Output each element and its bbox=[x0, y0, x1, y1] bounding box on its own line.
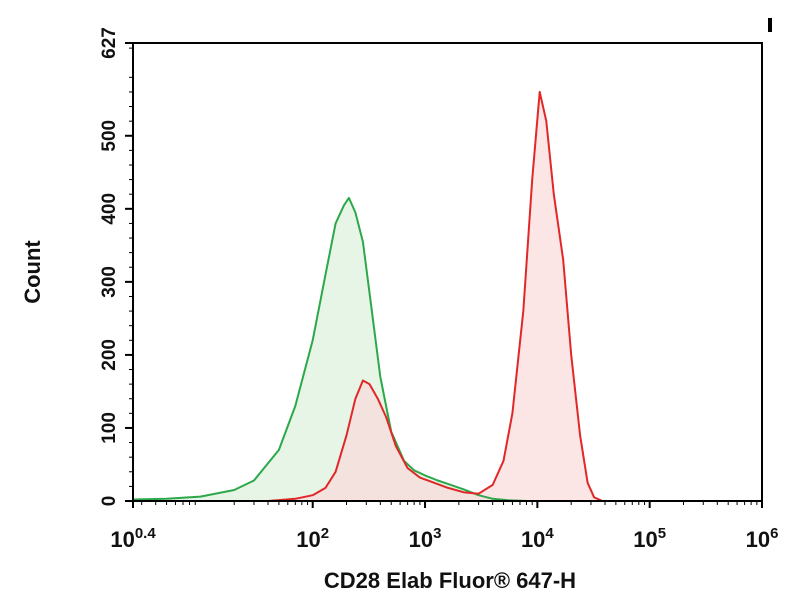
x-tick-label-0: 100.4 bbox=[110, 525, 156, 552]
y-tick-label-6: 627 bbox=[99, 27, 120, 59]
plot-frame bbox=[132, 42, 763, 502]
y-tick-label-0: 0 bbox=[99, 496, 120, 507]
plot-fills bbox=[133, 91, 603, 502]
x-tick-label-3: 104 bbox=[521, 525, 554, 552]
series-2-fill bbox=[268, 91, 603, 502]
plot-lines bbox=[132, 90, 603, 502]
y-axis: 0 100 200 300 400 500 627 bbox=[99, 27, 133, 506]
x-tick-label-1: 102 bbox=[296, 525, 329, 552]
series-1-fill bbox=[133, 197, 527, 501]
x-tick-label-2: 103 bbox=[409, 525, 442, 552]
y-tick-label-1: 100 bbox=[99, 412, 120, 444]
x-axis: 100.4 102 103 104 105 106 bbox=[110, 501, 778, 552]
y-tick-label-5: 500 bbox=[99, 120, 120, 152]
y-tick-label-4: 400 bbox=[99, 193, 120, 225]
x-tick-label-5: 106 bbox=[746, 525, 779, 552]
series-2-line bbox=[267, 90, 603, 502]
y-tick-label-2: 200 bbox=[99, 339, 120, 371]
x-tick-label-4: 105 bbox=[633, 525, 666, 552]
x-axis-title: CD28 Elab Fluor® 647-H bbox=[324, 568, 576, 593]
series-1-line bbox=[132, 196, 527, 502]
y-tick-label-3: 300 bbox=[99, 266, 120, 298]
corner-mark bbox=[768, 18, 772, 32]
y-axis-title: Count bbox=[20, 240, 45, 304]
